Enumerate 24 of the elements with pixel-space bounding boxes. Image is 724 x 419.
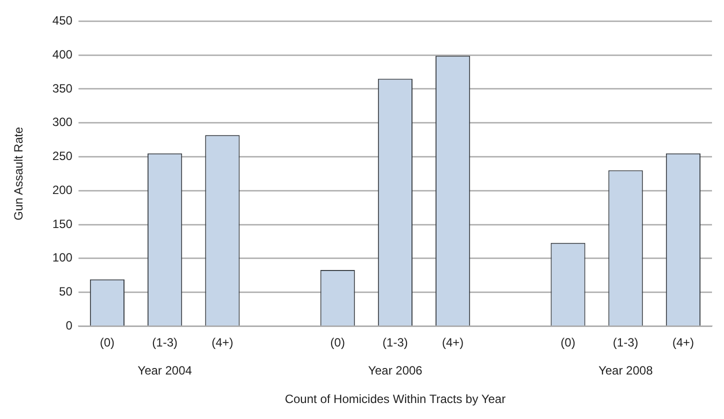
- x-tick-label: (1-3): [382, 336, 408, 350]
- x-tick-label: (0): [560, 336, 576, 350]
- y-tick-label: 250: [52, 149, 73, 164]
- y-tick-label: 350: [52, 81, 73, 96]
- x-tick-label: (4+): [212, 336, 234, 350]
- x-tick-label: (4+): [672, 336, 694, 350]
- text: Year 2006: [368, 364, 423, 378]
- y-tick-label: 200: [52, 182, 73, 197]
- y-tick-label: 450: [52, 14, 73, 28]
- x-tick-label: (0): [330, 336, 345, 350]
- y-tick-label: 50: [59, 284, 73, 299]
- y-tick-label: 150: [52, 216, 73, 231]
- y-axis-title: Gun Assault Rate: [12, 126, 26, 220]
- x-tick-label: (1-3): [612, 336, 638, 350]
- y-tick-label: 300: [52, 115, 73, 130]
- x-tick-label: (0): [100, 336, 115, 350]
- text: Year 2004: [138, 364, 192, 378]
- text: Year 2008: [598, 364, 654, 378]
- y-tick-label: 400: [52, 47, 73, 62]
- y-tick-label: 0: [66, 318, 73, 333]
- x-tick-label: (1-3): [152, 336, 178, 350]
- y-tick-label: 100: [52, 250, 73, 265]
- x-tick-label: (4+): [442, 336, 464, 350]
- x-axis-title: Count of Homicides Within Tracts by Year: [284, 392, 506, 406]
